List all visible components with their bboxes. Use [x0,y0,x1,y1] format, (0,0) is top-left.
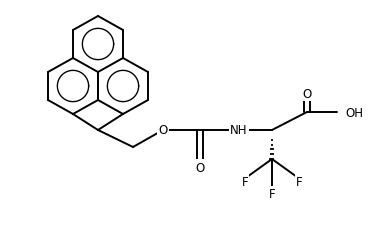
Text: F: F [296,176,302,189]
Text: O: O [158,124,168,137]
Text: O: O [195,161,204,174]
Text: NH: NH [230,123,248,136]
Text: O: O [302,87,312,100]
Text: F: F [242,176,248,189]
Text: O: O [195,161,204,174]
Text: OH: OH [345,106,363,119]
Text: F: F [269,188,276,201]
